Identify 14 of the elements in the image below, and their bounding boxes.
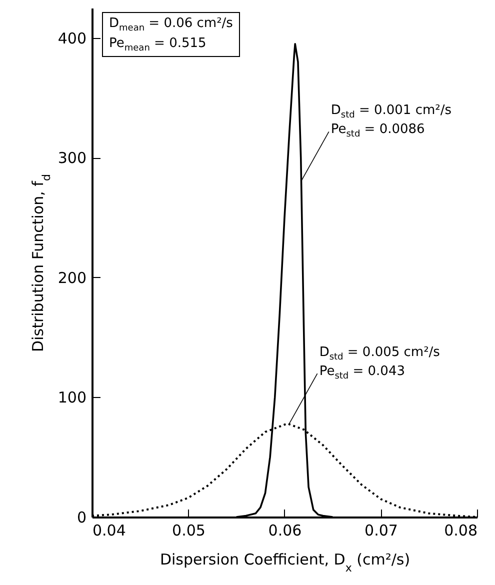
y-tick-label: 0 <box>76 508 86 526</box>
y-tick-label: 100 <box>58 388 86 407</box>
y-tick-label: 400 <box>58 29 86 48</box>
x-tick-label: 0.07 <box>364 522 398 540</box>
annotation: D$_{std}$ = 0.001 cm²/s Pe$_{std}$ = 0.0086 <box>330 102 452 142</box>
text: D$_{mean}$ = 0.06 cm²/s Pe$_{mean}$ = 0.515 <box>109 16 233 54</box>
x-tick-label: 0.08 <box>444 522 478 540</box>
x-tick-label: 0.06 <box>268 522 302 540</box>
annotation: D$_{std}$ = 0.005 cm²/s Pe$_{std}$ = 0.043 <box>319 344 440 384</box>
y-tick-label: 300 <box>58 149 86 168</box>
y-tick-label: 200 <box>58 268 86 287</box>
x-tick-label: 0.05 <box>172 522 206 540</box>
x-axis-title: Dispersion Coefficient, D$_{x}$ (cm²/s) <box>160 550 410 574</box>
x-tick-label: 0.04 <box>92 522 126 540</box>
